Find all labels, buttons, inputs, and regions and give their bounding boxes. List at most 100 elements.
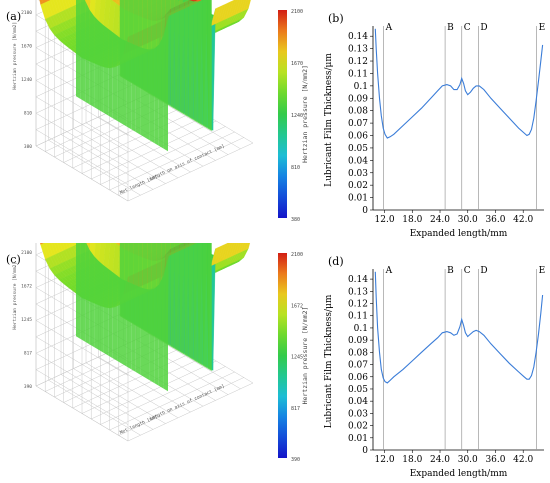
y-tick-label: 0.01 bbox=[348, 194, 368, 204]
z-tick-label: 1245 bbox=[21, 317, 32, 323]
marker-label-D: D bbox=[480, 266, 487, 276]
x-tick-label: 12.0 bbox=[375, 455, 395, 465]
colorbar-c: 2100 1672 1245 817 390 Hertzian pressure [N/m… bbox=[268, 243, 318, 483]
x-tick-label: 42.0 bbox=[513, 455, 533, 465]
x-tick-label: 12.0 bbox=[375, 215, 395, 225]
panel-label: (b) bbox=[328, 12, 344, 25]
surface-drop-face bbox=[119, 243, 212, 371]
z-tick-label: 380 bbox=[24, 144, 32, 150]
y-tick-label: 0.12 bbox=[348, 57, 368, 67]
line-chart-b: (b) 0 0.01 0.02 0.03 0.04 0.05 0.06 0.07 0.08 0.09… bbox=[318, 0, 550, 243]
colorbar-tick-label: 810 bbox=[291, 165, 300, 171]
y-tick-label: 0.11 bbox=[348, 69, 368, 79]
y-tick-label: 0.07 bbox=[348, 361, 368, 371]
y-tick-label: 0.02 bbox=[348, 181, 368, 191]
z-tick-label: 2100 bbox=[21, 10, 32, 16]
y-tick-label: 0.08 bbox=[348, 107, 368, 117]
x-tick-label: 18.0 bbox=[402, 215, 422, 225]
z-tick-label: 1672 bbox=[21, 284, 32, 290]
colorbar-tick-label: 380 bbox=[291, 217, 300, 223]
y-tick-label: 0.03 bbox=[348, 409, 368, 419]
marker-label-A: A bbox=[385, 23, 393, 33]
x-tick-label: 18.0 bbox=[402, 455, 422, 465]
colorbar-c-canvas: 2100 1672 1245 817 390 Hertzian pressure [N/m… bbox=[278, 252, 309, 463]
colorbar-a-canvas: 2100 1670 1240 810 380 Hertzian pressure [N/m… bbox=[278, 9, 309, 223]
y-tick-label: 0.14 bbox=[348, 32, 368, 42]
colorbar-tick-label: 1670 bbox=[291, 61, 303, 67]
surface-plot-c: (c) 390 817 1245 1672 2100 Hertzian pressure [… bbox=[0, 243, 268, 483]
z-tick-label: 390 bbox=[24, 384, 32, 390]
marker-label-E: E bbox=[539, 266, 546, 276]
y-tick-label: 0.1 bbox=[354, 82, 368, 92]
y-axis-title: Length on axis of contact [mm] bbox=[149, 143, 226, 182]
colorbar-tick-label: 817 bbox=[291, 406, 300, 412]
x-tick-label: 36.0 bbox=[485, 455, 505, 465]
y-tick-label: 0.08 bbox=[348, 348, 368, 358]
y-tick-label: 0.05 bbox=[348, 144, 368, 154]
y-tick-label: 0.09 bbox=[348, 336, 368, 346]
marker-label-C: C bbox=[464, 266, 471, 276]
colorbar-tick-label: 1245 bbox=[291, 355, 303, 361]
y-tick-label: 0.11 bbox=[348, 312, 368, 322]
y-tick-label: 0.13 bbox=[348, 287, 368, 297]
marker-label-B: B bbox=[447, 23, 454, 33]
x-tick-label: 42.0 bbox=[513, 215, 533, 225]
colorbar-tick-label: 2100 bbox=[291, 252, 303, 258]
x-axis-title: Expanded length/mm bbox=[410, 229, 508, 239]
x-tick-label: 36.0 bbox=[485, 215, 505, 225]
y-tick-label: 0.05 bbox=[348, 385, 368, 395]
panel-label: (a) bbox=[6, 10, 21, 23]
z-tick-label: 1670 bbox=[21, 44, 32, 50]
y-tick-label: 0.06 bbox=[348, 132, 368, 142]
y-tick-label: 0.1 bbox=[354, 324, 368, 334]
colorbar-tick-label: 1672 bbox=[291, 303, 303, 309]
y-tick-label: 0 bbox=[362, 446, 368, 456]
colorbar-gradient bbox=[278, 10, 287, 218]
colorbar-tick-label: 1240 bbox=[291, 113, 303, 119]
y-tick-label: 0.02 bbox=[348, 422, 368, 432]
x-tick-label: 24.0 bbox=[430, 215, 450, 225]
x-tick-label: 30.0 bbox=[458, 215, 478, 225]
y-tick-label: 0.04 bbox=[348, 156, 368, 166]
y-axis-title: Lubricant Film Thickness/μm bbox=[324, 53, 334, 187]
y-tick-label: 0 bbox=[362, 206, 368, 216]
y-tick-label: 0.03 bbox=[348, 169, 368, 179]
colorbar-tick-label: 390 bbox=[291, 457, 300, 463]
panel-label: (c) bbox=[6, 253, 21, 266]
z-axis-title: Hertzian pressure [N/mm2] bbox=[12, 22, 18, 90]
marker-label-C: C bbox=[464, 23, 471, 33]
colorbar-title: Hertzian pressure [N/mm2] bbox=[301, 307, 309, 405]
surface-plot-a: (a) 380 810 1240 1670 2100 Hertzian pressure [… bbox=[0, 0, 268, 243]
line-chart-d-canvas: (d) 0 0.01 0.02 0.03 0.04 0.05 0.06 0.07 0.08 0.09… bbox=[324, 255, 546, 479]
colorbar-gradient bbox=[278, 253, 287, 458]
film-thickness-line bbox=[374, 271, 544, 384]
marker-label-D: D bbox=[480, 23, 487, 33]
y-axis-title: Lubricant Film Thickness/μm bbox=[324, 294, 334, 428]
y-tick-label: 0.13 bbox=[348, 45, 368, 55]
z-tick-label: 2100 bbox=[21, 250, 32, 256]
y-tick-label: 0.01 bbox=[348, 434, 368, 444]
marker-label-B: B bbox=[447, 266, 454, 276]
y-tick-label: 0.06 bbox=[348, 373, 368, 383]
y-tick-label: 0.14 bbox=[348, 275, 368, 285]
y-tick-label: 0.12 bbox=[348, 300, 368, 310]
marker-label-E: E bbox=[539, 23, 546, 33]
line-chart-b-canvas: (b) 0 0.01 0.02 0.03 0.04 0.05 0.06 0.07 0.08 0.09… bbox=[324, 12, 546, 239]
colorbar-tick-label: 2100 bbox=[291, 9, 303, 15]
z-tick-label: 1240 bbox=[21, 77, 32, 83]
colorbar-title: Hertzian pressure [N/mm2] bbox=[301, 65, 309, 163]
x-tick-label: 24.0 bbox=[430, 455, 450, 465]
x-tick-label: 30.0 bbox=[458, 455, 478, 465]
x-axis-title: Expanded length/mm bbox=[410, 469, 508, 479]
marker-label-A: A bbox=[385, 266, 393, 276]
line-chart-d: (d) 0 0.01 0.02 0.03 0.04 0.05 0.06 0.07 0.08 0.09… bbox=[318, 243, 550, 483]
panel-label: (d) bbox=[328, 255, 344, 268]
y-tick-label: 0.04 bbox=[348, 397, 368, 407]
y-tick-label: 0.07 bbox=[348, 119, 368, 129]
colorbar-a: 2100 1670 1240 810 380 Hertzian pressure [N/m… bbox=[268, 0, 318, 243]
z-tick-label: 817 bbox=[24, 351, 32, 357]
z-axis-title: Hertzian pressure [N/mm2] bbox=[12, 262, 18, 330]
film-thickness-line bbox=[374, 28, 544, 139]
